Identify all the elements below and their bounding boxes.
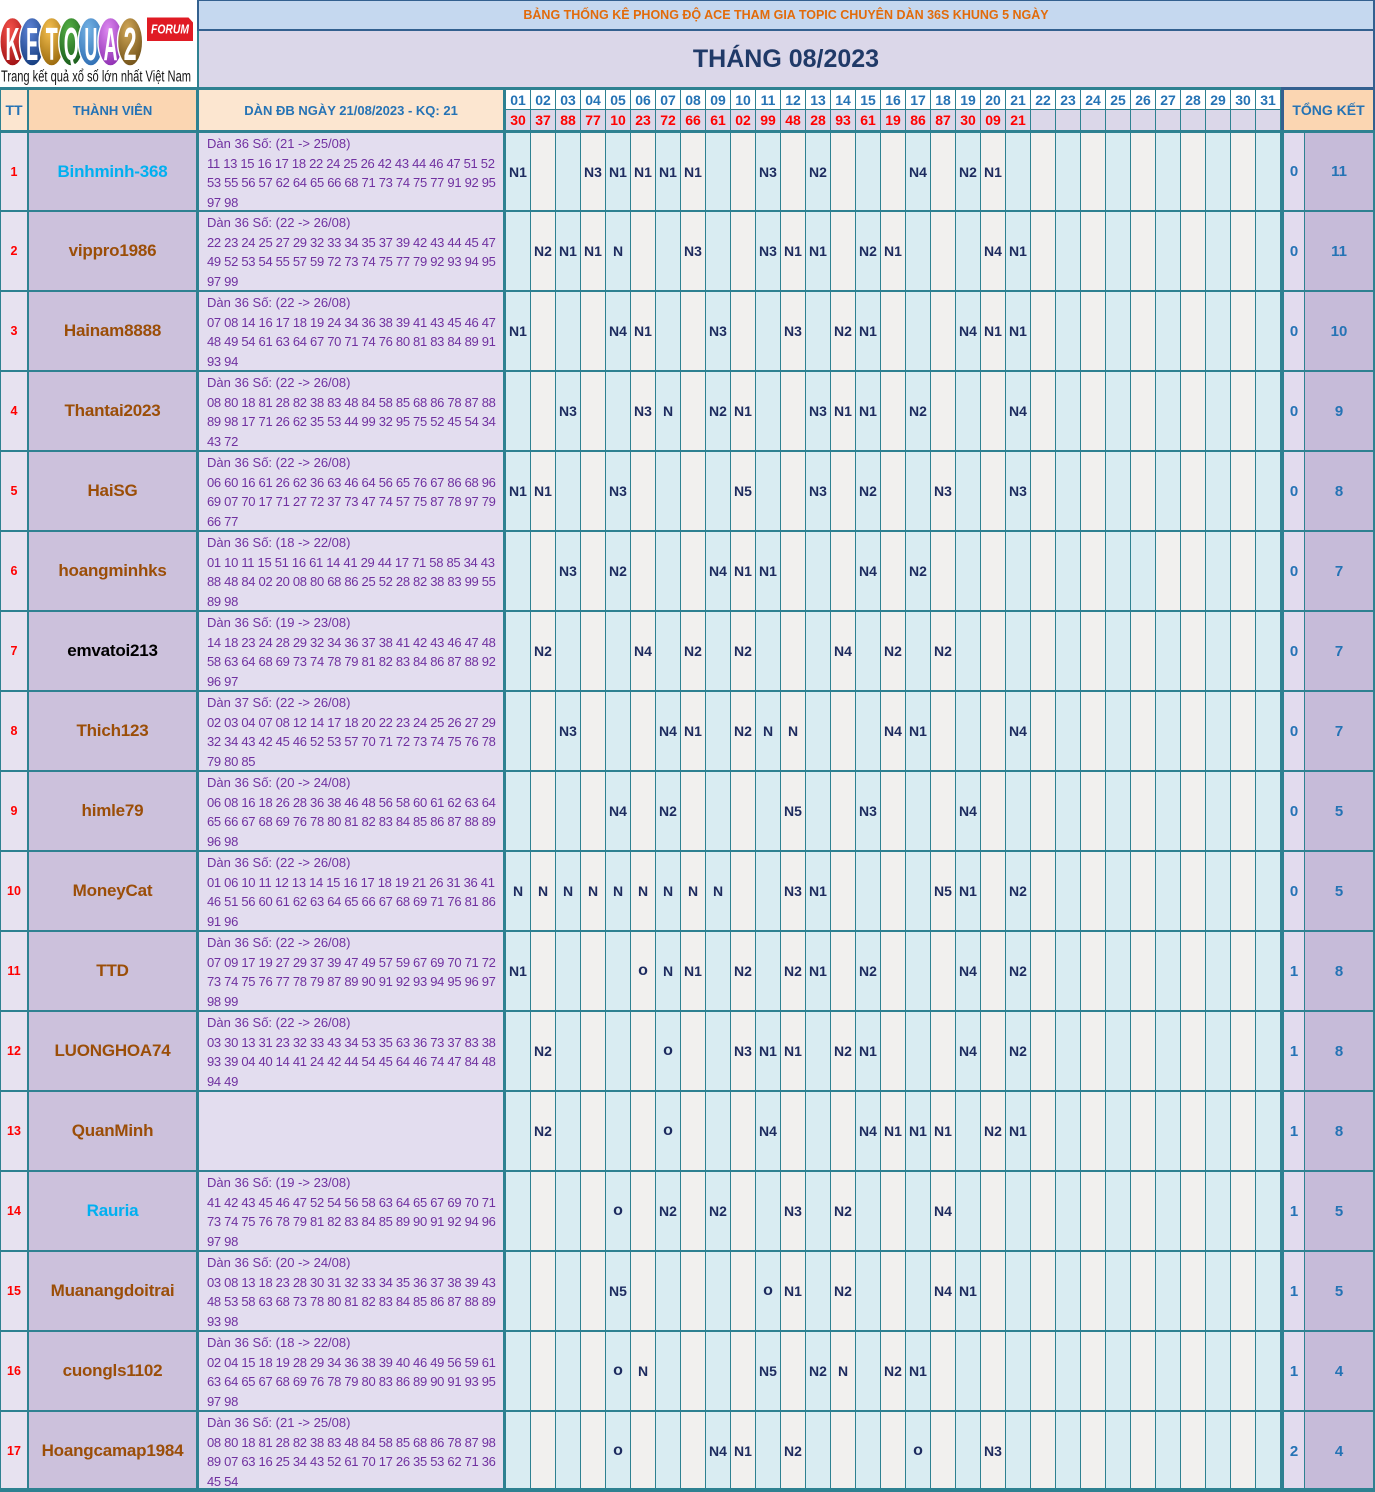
svg-text:Trang kết quả xổ số lớn nhất V: Trang kết quả xổ số lớn nhất Việt Nam (1, 69, 191, 86)
svg-text:Q: Q (64, 18, 79, 70)
svg-text:2: 2 (124, 18, 137, 70)
svg-text:T: T (46, 18, 58, 70)
svg-text:K: K (6, 18, 20, 70)
svg-text:E: E (26, 18, 38, 70)
svg-text:FORUM: FORUM (151, 22, 190, 37)
svg-text:U: U (84, 18, 97, 70)
svg-text:A: A (104, 18, 118, 70)
